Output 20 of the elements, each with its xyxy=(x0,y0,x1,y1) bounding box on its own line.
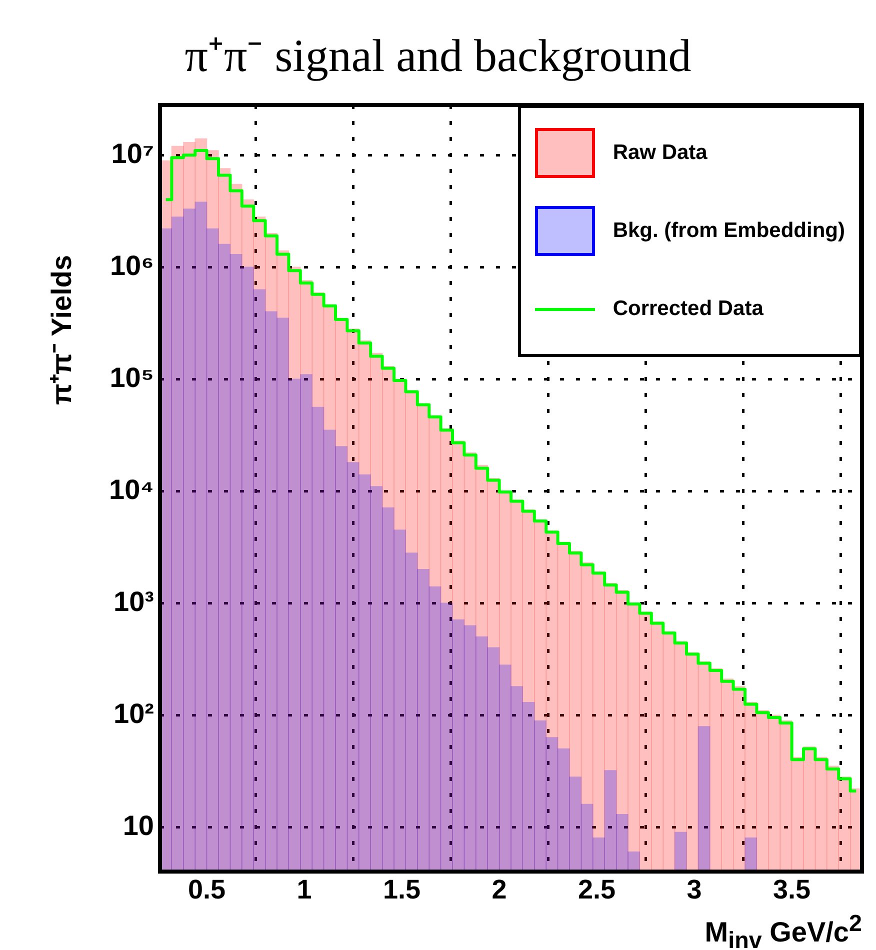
x-tick-label: 0.5 xyxy=(188,874,226,904)
legend-label: Bkg. (from Embedding) xyxy=(612,219,845,243)
x-tick-label: 1.5 xyxy=(383,874,421,904)
x-axis-title: M$_{inv}$ GeV/c$^{2}$ xyxy=(704,910,862,950)
y-tick-label: 10⁶ xyxy=(110,250,154,281)
y-axis-title: π⁺π⁻ Yields xyxy=(45,254,78,406)
y-tick-label: 10³ xyxy=(114,586,154,617)
y-tick-label: 10⁷ xyxy=(111,138,154,169)
x-tick-label: 3.5 xyxy=(773,874,811,904)
x-tick-label: 3 xyxy=(686,874,702,904)
y-tick-label: 10² xyxy=(114,698,154,729)
x-tick-label: 2 xyxy=(492,874,507,904)
x-tick-label: 1 xyxy=(296,874,312,904)
y-tick-label: 10⁴ xyxy=(109,474,154,505)
y-tick-label: 10 xyxy=(122,810,154,841)
chart-title: π⁺π⁻ signal and background xyxy=(184,29,692,83)
x-tick-label: 2.5 xyxy=(578,874,616,904)
legend-label: Corrected Data xyxy=(612,297,764,321)
legend-label: Raw Data xyxy=(612,141,708,165)
y-tick-label: 10⁵ xyxy=(110,362,154,393)
